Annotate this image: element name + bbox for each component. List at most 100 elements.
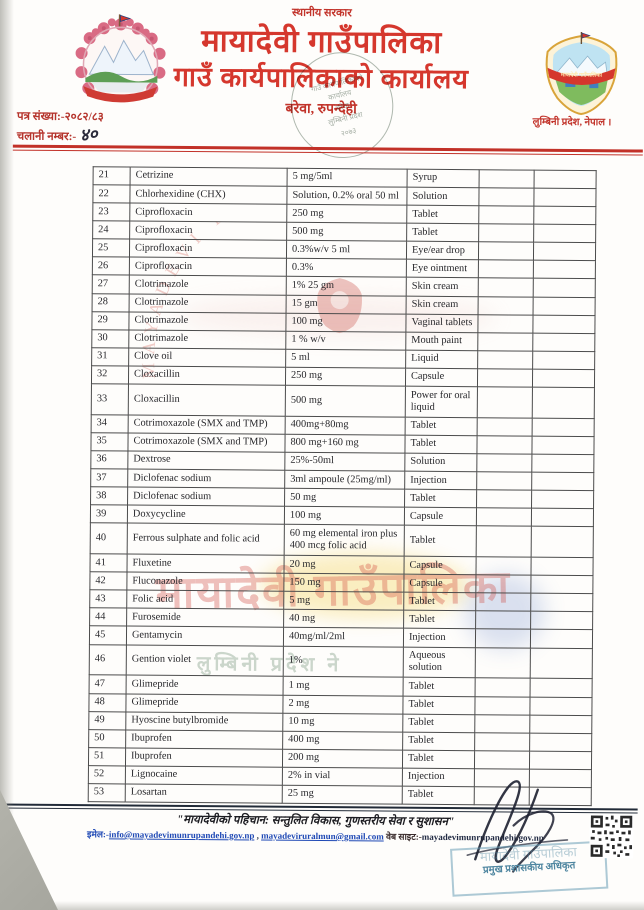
dispatch-number-handwritten: ४०: [79, 124, 99, 145]
table-cell-sn: 41: [90, 553, 128, 573]
table-cell-empty-2: [531, 454, 594, 473]
table-cell-name: Hyoscine butylbromide: [125, 711, 283, 731]
table-cell-name: Gention violet: [126, 644, 284, 677]
table-cell-strength: 60 mg elemental iron plus 400 mcg folic …: [284, 524, 405, 557]
table-cell-empty-2: [533, 188, 597, 207]
table-cell-empty-1: [474, 696, 531, 715]
table-cell-name: Clotrimazole: [128, 311, 287, 331]
table-cell-strength: 0.3%: [286, 258, 407, 278]
table-cell-form: Tablet: [404, 525, 477, 557]
table-cell-empty-2: [531, 472, 594, 491]
table-cell-empty-1: [476, 453, 532, 473]
table-cell-empty-2: [529, 696, 593, 716]
table-cell-name: Clotrimazole: [129, 293, 287, 313]
table-cell-empty-1: [477, 350, 533, 370]
table-cell-empty-2: [529, 714, 592, 734]
officer-stamp: मायादेवी गाउँपालिका प्रमुख प्रशासकीय अधि…: [450, 840, 609, 897]
table-cell-sn: 26: [92, 257, 130, 276]
table-cell-sn: 51: [88, 747, 126, 766]
table-cell-sn: 31: [91, 347, 129, 366]
table-cell-form: Skin cream: [406, 295, 479, 315]
table-cell-name: Chlorhexidine (CHX): [129, 185, 288, 205]
table-cell-name: Glimepride: [126, 675, 284, 695]
table-cell-form: Tablet: [404, 489, 477, 508]
table-cell-empty-1: [477, 386, 533, 418]
table-cell-name: Diclofenac sodium: [127, 487, 285, 507]
table-cell-strength: 250 mg: [285, 367, 406, 387]
table-cell-name: Cetrizine: [130, 166, 288, 187]
table-cell-name: Ciprofloxacin: [129, 257, 287, 277]
table-cell-empty-1: [475, 593, 531, 612]
table-cell-sn: 21: [93, 166, 131, 186]
table-cell-sn: 49: [88, 711, 126, 730]
table-cell-sn: 35: [90, 432, 129, 451]
table-cell-strength: 1 % w/v: [285, 330, 406, 350]
table-cell-sn: 42: [89, 571, 127, 591]
table-cell-name: Diclofenac sodium: [127, 469, 285, 489]
table-cell-empty-2: [532, 369, 595, 388]
table-cell-empty-2: [530, 647, 593, 680]
table-cell-sn: 27: [92, 275, 130, 294]
table-cell-empty-2: [532, 350, 595, 370]
table-cell-strength: 10 mg: [282, 712, 403, 732]
table-cell-empty-2: [531, 490, 594, 509]
table-cell-strength: 1 mg: [283, 676, 404, 696]
medicine-table: 21 Cetrizine 5 mg/5ml Syrup 22 Chlorhexi…: [88, 166, 597, 806]
table-cell-sn: 24: [92, 220, 130, 240]
table-cell-empty-1: [478, 205, 534, 225]
table-cell-sn: 52: [88, 765, 126, 784]
watermark-red-badge: [317, 278, 362, 334]
table-cell-empty-1: [475, 574, 531, 594]
table-cell-form: Capsule: [403, 556, 477, 575]
table-cell-empty-2: [530, 593, 593, 613]
table-cell-strength: 25 mg: [282, 785, 403, 805]
website-label: वेब साइट:-: [383, 831, 422, 842]
table-cell-form: Tablet: [402, 713, 475, 733]
table-cell-strength: 800 mg+160 mg: [284, 434, 406, 454]
table-cell-form: Tablet: [404, 435, 478, 454]
table-cell-empty-1: [475, 647, 531, 679]
signature-ink: [466, 780, 569, 873]
table-cell-form: Capsule: [404, 507, 477, 527]
table-cell-name: Ibuprofen: [125, 729, 283, 749]
table-cell-empty-1: [478, 296, 534, 315]
table-cell-name: Doxycycline: [127, 505, 285, 525]
table-cell-sn: 33: [91, 383, 129, 415]
table-cell-empty-2: [533, 278, 596, 298]
table-cell-name: Ibuprofen: [125, 747, 283, 768]
table-cell-form: Tablet: [405, 416, 478, 436]
table-cell-sn: 45: [89, 626, 127, 645]
table-cell-strength: 15 gm: [286, 294, 407, 314]
table-cell-strength: 250 mg: [286, 204, 407, 224]
table-cell-name: Ferrous sulphate and folic acid: [127, 523, 285, 556]
table-cell-sn: 29: [91, 311, 130, 330]
table-cell-form: Injection: [404, 471, 477, 490]
table-cell-empty-1: [478, 242, 534, 261]
table-cell-form: Mouth paint: [405, 331, 478, 351]
table-cell-empty-1: [478, 223, 534, 243]
table-cell-form: Injection: [403, 628, 476, 648]
table-cell-sn: 40: [90, 522, 128, 555]
scan-edge-left: [0, 0, 14, 910]
table-cell-empty-2: [533, 242, 596, 262]
table-cell-form: Tablet: [402, 695, 476, 715]
table-cell-name: Clove oil: [128, 347, 286, 368]
table-row: 46 Gention violet 1% Aqueous solution: [89, 644, 593, 680]
table-cell-strength: 100 mg: [284, 506, 405, 526]
table-row: 33 Cloxacillin 500 mg Power for oral liq…: [91, 383, 595, 419]
table-cell-name: Clotrimazole: [128, 329, 286, 350]
table-cell-empty-2: [532, 387, 595, 419]
table-cell-strength: 400 mg: [282, 730, 403, 750]
table-cell-empty-1: [477, 417, 533, 437]
table-cell-strength: 25%-50ml: [284, 452, 405, 472]
table-cell-empty-1: [476, 507, 532, 527]
table-cell-form: Eye/ear drop: [406, 241, 479, 261]
nepal-emblem-icon: [75, 14, 166, 103]
table-cell-form: Tablet: [406, 205, 479, 224]
table-cell-strength: 1%: [283, 645, 404, 678]
table-cell-name: Clotrimazole: [129, 275, 287, 295]
table-cell-strength: 150 mg: [283, 573, 404, 593]
table-cell-form: Eye ointment: [406, 259, 479, 279]
table-cell-form: Tablet: [402, 731, 475, 751]
